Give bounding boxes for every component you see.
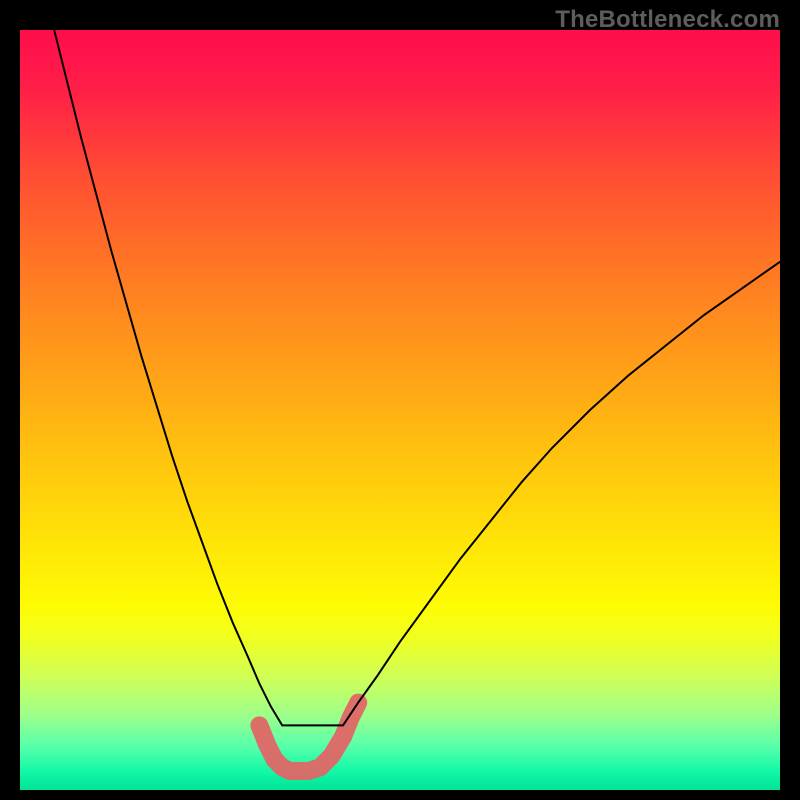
chart-background — [20, 30, 780, 790]
chart-svg — [20, 30, 780, 790]
bottleneck-chart — [20, 30, 780, 790]
